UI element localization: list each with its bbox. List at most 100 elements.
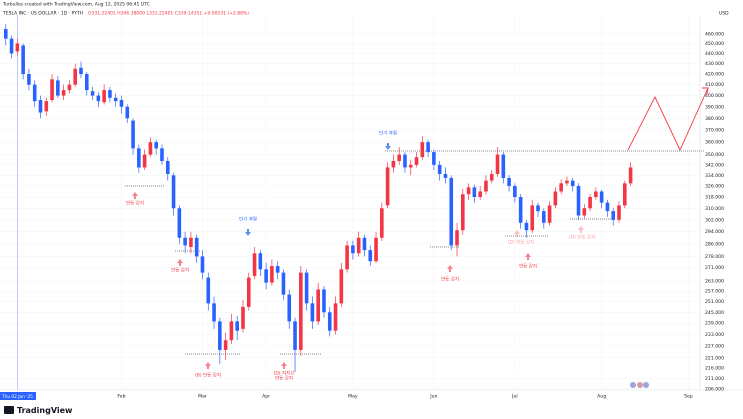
signal-arrow-down xyxy=(385,143,391,150)
y-tick-label: 450.000 xyxy=(705,41,724,47)
y-tick-label: 278.000 xyxy=(705,254,724,260)
candle-body xyxy=(108,90,112,98)
candle-body xyxy=(287,294,292,322)
candle-body xyxy=(131,120,135,149)
candle-body xyxy=(27,74,31,85)
candle-body xyxy=(594,191,598,198)
candle-body xyxy=(3,29,8,39)
candle-body xyxy=(559,183,563,192)
candle-body xyxy=(50,79,54,101)
candle-body xyxy=(420,142,425,158)
candle-body xyxy=(449,177,454,246)
currency: USD xyxy=(719,11,729,17)
y-tick-label: 360.000 xyxy=(705,140,724,146)
y-tick-label: 420.000 xyxy=(705,72,724,78)
candle-body xyxy=(484,180,488,192)
x-tick-label: Sep xyxy=(684,394,693,400)
candle-body xyxy=(241,306,245,329)
candle-body xyxy=(455,230,459,246)
crosshair-label: Thu 02 Jan '25 xyxy=(1,394,33,400)
signal-arrow-up xyxy=(514,230,520,237)
candle-body xyxy=(553,191,558,206)
annotation: 단기 과열 xyxy=(239,216,257,223)
candle-body xyxy=(229,321,234,341)
annotation: (D) 지지선 xyxy=(274,370,295,377)
candle-body xyxy=(362,237,367,251)
candle-body xyxy=(472,187,477,198)
candle-body xyxy=(212,303,216,322)
projection-arrowhead xyxy=(702,87,709,95)
candle-body xyxy=(518,197,523,223)
icon xyxy=(630,382,636,388)
candle-body xyxy=(368,250,373,262)
candle-body xyxy=(461,194,465,231)
signal-arrow-up xyxy=(132,192,138,199)
signal-arrow-up xyxy=(447,265,453,272)
y-tick-label: 380.000 xyxy=(705,116,724,122)
candle-body xyxy=(154,142,158,149)
candle-body xyxy=(183,237,187,246)
signal-arrow-down xyxy=(245,229,251,236)
candle-body xyxy=(403,154,407,168)
candle-body xyxy=(32,84,37,102)
candle-body xyxy=(327,312,332,331)
logo-text: TradingView xyxy=(17,406,73,415)
candle-body xyxy=(44,101,49,112)
y-tick-label: 302.000 xyxy=(705,217,724,223)
signal-arrow-up xyxy=(525,253,531,260)
y-tick-label: 410.000 xyxy=(705,82,724,88)
annotation: 단기 과열 xyxy=(379,130,397,137)
y-tick-label: 294.000 xyxy=(705,229,724,235)
candle-body xyxy=(489,173,494,181)
candle-body xyxy=(582,208,587,216)
y-tick-label: 216.000 xyxy=(705,365,724,371)
y-tick-label: 271.000 xyxy=(705,265,724,271)
y-tick-label: 318.000 xyxy=(705,195,724,201)
y-tick-label: 460.000 xyxy=(705,31,724,37)
x-tick-label: May xyxy=(348,394,358,400)
y-tick-label: 206.000 xyxy=(705,386,724,392)
candle-body xyxy=(177,208,182,238)
annotation: 반등 감지 xyxy=(171,267,189,274)
candle-body xyxy=(79,67,83,75)
projection xyxy=(627,87,709,152)
annotation: 반등 감지 xyxy=(441,276,459,283)
candle-body xyxy=(299,272,303,350)
candle-body xyxy=(102,90,106,103)
y-tick-label: 334.000 xyxy=(705,173,724,179)
candle-body xyxy=(125,106,130,119)
candle-body xyxy=(530,205,535,231)
y-tick-label: 233.000 xyxy=(705,332,724,338)
candle-body xyxy=(96,95,101,102)
candle-body xyxy=(414,157,419,165)
candle-body xyxy=(246,277,251,307)
candle-body xyxy=(21,45,25,75)
candle-body xyxy=(588,197,592,209)
y-tick-label: 310.000 xyxy=(705,206,724,212)
candle-body xyxy=(426,142,430,153)
x-tick-label: Feb xyxy=(117,394,125,400)
candle-body xyxy=(513,186,517,198)
candle-body xyxy=(605,202,610,212)
plot xyxy=(0,15,700,390)
logo-icon xyxy=(4,406,14,414)
candle-body xyxy=(397,154,401,161)
candle-body xyxy=(380,208,384,238)
candle-body xyxy=(189,237,193,247)
annotation: 반등 감지 xyxy=(519,263,537,270)
candle-body xyxy=(391,160,396,168)
candle-body xyxy=(223,340,228,350)
candle-body xyxy=(38,100,43,113)
symbol: TESLA INC · US DOLLAR · 1D · PYTH xyxy=(2,11,83,17)
candle-body xyxy=(622,183,627,206)
candle-body xyxy=(565,180,569,184)
candle-body xyxy=(524,222,529,231)
x-tick-label: Jul xyxy=(511,394,518,400)
y-tick-label: 239.000 xyxy=(705,321,724,327)
candle-body xyxy=(507,177,511,187)
candle-body xyxy=(304,272,309,304)
x-tick-label: Aug xyxy=(597,394,606,400)
y-tick-label: 227.000 xyxy=(705,344,724,350)
